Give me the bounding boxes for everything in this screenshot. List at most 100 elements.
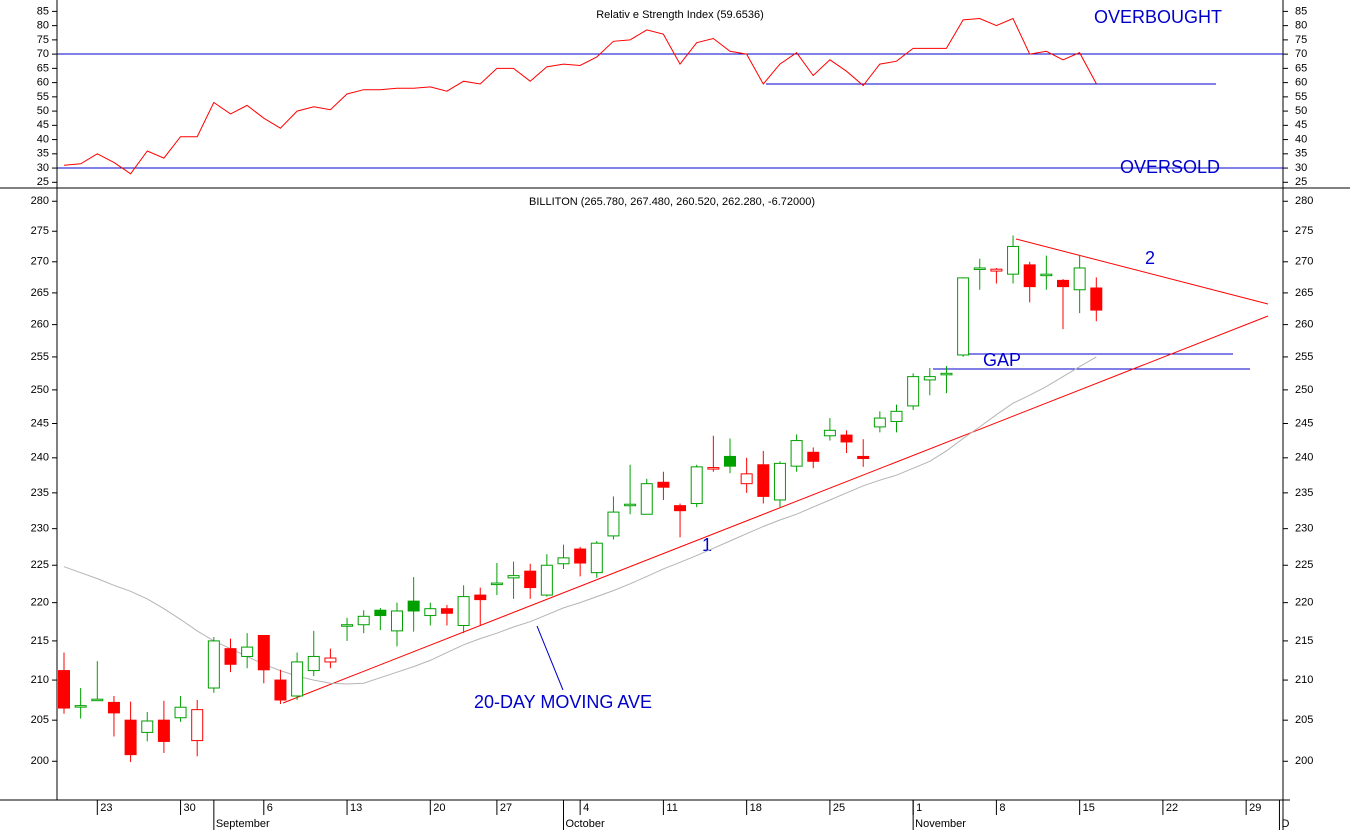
y-tick-label: 35	[1295, 148, 1307, 160]
x-tick-label: 15	[1083, 802, 1095, 814]
candle-body	[291, 661, 304, 697]
month-label: November	[915, 818, 966, 830]
candle-body	[690, 466, 703, 505]
candle-body	[341, 624, 354, 627]
annotation: OVERBOUGHT	[1094, 7, 1222, 27]
candle-body	[607, 511, 620, 537]
trend-line	[1015, 238, 1269, 305]
candle-body	[907, 376, 920, 407]
candle-body	[1073, 267, 1086, 291]
y-tick-label: 250	[1295, 384, 1313, 396]
y-tick-label: 85	[1295, 5, 1307, 17]
y-tick-label: 25	[37, 176, 49, 188]
y-tick-label: 265	[31, 287, 49, 299]
candle-body	[807, 451, 820, 462]
annotation: 1	[702, 535, 712, 555]
y-tick-label: 35	[37, 148, 49, 160]
y-tick-label: 65	[37, 62, 49, 74]
y-tick-label: 25	[1295, 176, 1307, 188]
candle-body	[457, 596, 470, 626]
y-tick-label: 230	[31, 523, 49, 535]
y-tick-label: 270	[1295, 256, 1313, 268]
y-tick-label: 245	[31, 417, 49, 429]
candle-body	[391, 610, 403, 632]
y-tick-label: 80	[1295, 20, 1307, 32]
candle-body	[241, 646, 254, 657]
candle-body	[940, 372, 953, 376]
y-tick-label: 215	[1295, 635, 1313, 647]
y-tick-label: 225	[1295, 559, 1313, 571]
y-tick-label: 60	[37, 77, 49, 89]
trend-lines	[282, 238, 1269, 704]
candle-body	[257, 634, 270, 671]
y-tick-label: 75	[1295, 34, 1307, 46]
candle-body	[724, 455, 736, 467]
candle-body	[574, 548, 587, 564]
candle-body	[1007, 245, 1020, 275]
candle-body	[557, 557, 570, 565]
candle-body	[474, 594, 487, 601]
x-tick-label: 13	[350, 802, 362, 814]
candle-body	[91, 698, 104, 702]
candle-body	[141, 720, 154, 733]
x-tick-label: 22	[1166, 802, 1178, 814]
candle-body	[657, 481, 670, 488]
y-tick-label: 235	[1295, 487, 1313, 499]
candle-body	[207, 640, 220, 689]
y-tick-label: 80	[37, 20, 49, 32]
y-tick-label: 55	[37, 91, 49, 103]
candle-body	[990, 268, 1003, 272]
candle-body	[790, 440, 803, 467]
y-tick-label: 280	[31, 195, 49, 207]
candle-body	[823, 429, 836, 437]
rsi-title: Relativ e Strength Index (59.6536)	[596, 9, 764, 21]
y-tick-label: 225	[31, 559, 49, 571]
y-tick-label: 275	[31, 225, 49, 237]
x-tick-label: 25	[833, 802, 845, 814]
reference-lines	[57, 53, 1283, 691]
x-tick-label: 30	[184, 802, 196, 814]
annotation: 2	[1145, 248, 1155, 268]
y-tick-label: 275	[1295, 225, 1313, 237]
month-label: September	[216, 818, 270, 830]
trend-line	[282, 315, 1269, 704]
candle-body	[873, 417, 886, 428]
candle-body	[1040, 273, 1053, 277]
candle-body	[640, 483, 653, 515]
x-tick-label: 23	[100, 802, 112, 814]
y-tick-label: 235	[31, 487, 49, 499]
x-tick-label: 11	[666, 802, 677, 814]
candle-body	[124, 719, 137, 756]
x-tick-label: 1	[916, 802, 922, 814]
y-tick-label: 245	[1295, 417, 1313, 429]
candle-body	[424, 608, 437, 617]
candle-body	[58, 670, 70, 709]
candle-body	[174, 706, 187, 719]
y-tick-label: 260	[31, 319, 49, 331]
month-label: October	[566, 818, 605, 830]
y-tick-label: 205	[31, 714, 49, 726]
candle-body	[707, 467, 720, 470]
candle-body	[157, 719, 170, 742]
candle-body	[191, 709, 204, 742]
candle-body	[757, 464, 770, 497]
rsi-line	[63, 17, 1097, 175]
candle-body	[440, 608, 453, 614]
y-tick-label: 200	[1295, 755, 1313, 767]
candle-body	[590, 542, 603, 574]
candle-body	[773, 462, 786, 501]
candle-body	[374, 609, 387, 617]
candle-body	[740, 473, 753, 485]
y-tick-label: 255	[1295, 351, 1313, 363]
y-tick-label: 45	[37, 119, 49, 131]
candle-body	[107, 701, 120, 714]
pointer-line	[536, 625, 564, 691]
y-tick-label: 75	[37, 34, 49, 46]
y-tick-label: 270	[31, 256, 49, 268]
moving-average	[63, 356, 1097, 685]
y-tick-label: 30	[37, 162, 49, 174]
candle-body	[1090, 287, 1103, 311]
price-title: BILLITON (265.780, 267.480, 260.520, 262…	[529, 196, 815, 208]
y-tick-label: 210	[31, 674, 49, 686]
